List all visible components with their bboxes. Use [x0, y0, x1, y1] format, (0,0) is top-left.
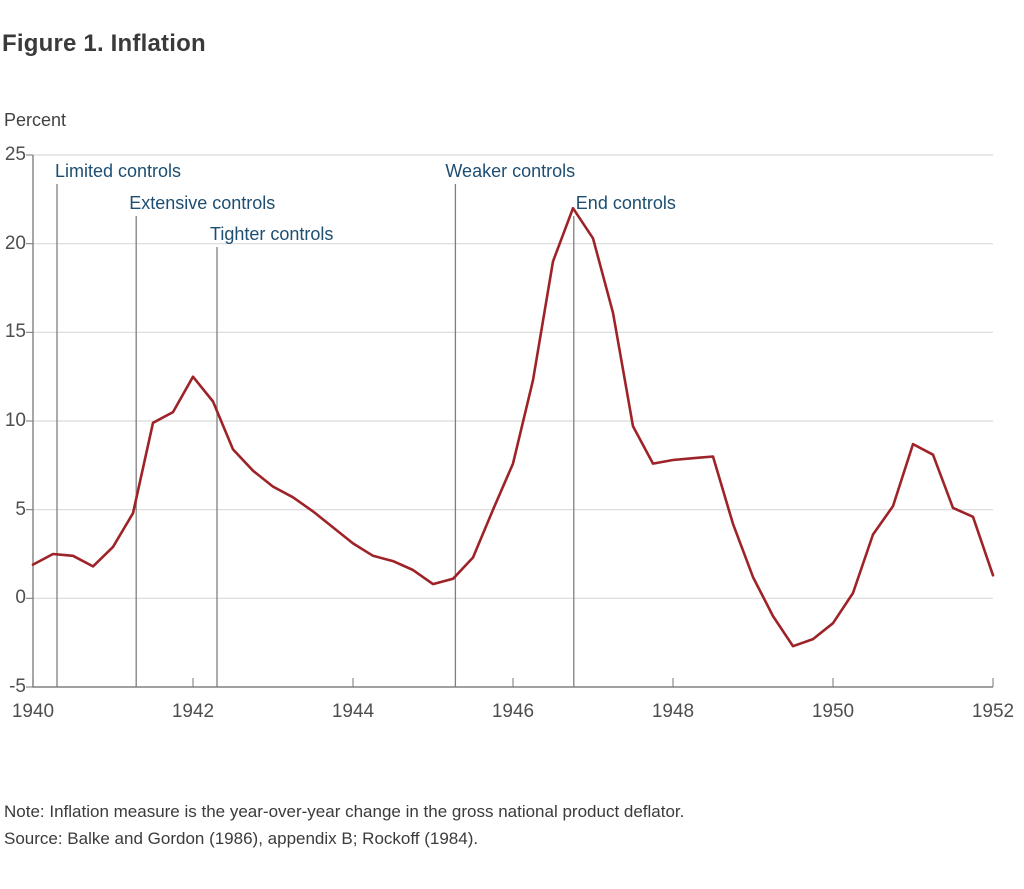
x-tick-label: 1946	[491, 701, 535, 722]
y-tick-label: 25	[4, 144, 26, 165]
note-text: Note: Inflation measure is the year-over…	[4, 802, 685, 821]
event-label: Limited controls	[55, 161, 182, 181]
figure-title: Figure 1. Inflation	[2, 30, 206, 57]
source-text: Source: Balke and Gordon (1986), appendi…	[4, 829, 479, 848]
gridlines	[33, 154, 993, 599]
x-tick-label: 1950	[811, 701, 855, 722]
y-tick-label: 20	[4, 232, 26, 254]
inflation-series	[31, 206, 995, 648]
y-axis-title: Percent	[4, 110, 67, 130]
x-tick-label: 1942	[171, 701, 215, 722]
x-tick-label: 1948	[651, 701, 695, 722]
tick-marks	[26, 154, 994, 688]
y-tick-label: -5	[9, 675, 26, 697]
event-label: Extensive controls	[129, 193, 276, 213]
inflation-line	[31, 206, 995, 648]
event-label: End controls	[575, 193, 676, 213]
y-tick-label: 5	[15, 498, 26, 520]
y-tick-label: 10	[4, 410, 26, 431]
event-label: Weaker controls	[445, 161, 576, 181]
x-tick-label: 1944	[331, 701, 375, 722]
event-lines	[56, 184, 575, 687]
y-tick-label: 15	[4, 321, 26, 343]
x-tick-label: 1952	[971, 701, 1015, 722]
event-label: Tighter controls	[210, 224, 334, 244]
y-tick-label: 0	[15, 587, 26, 609]
x-tick-label: 1940	[11, 701, 55, 722]
